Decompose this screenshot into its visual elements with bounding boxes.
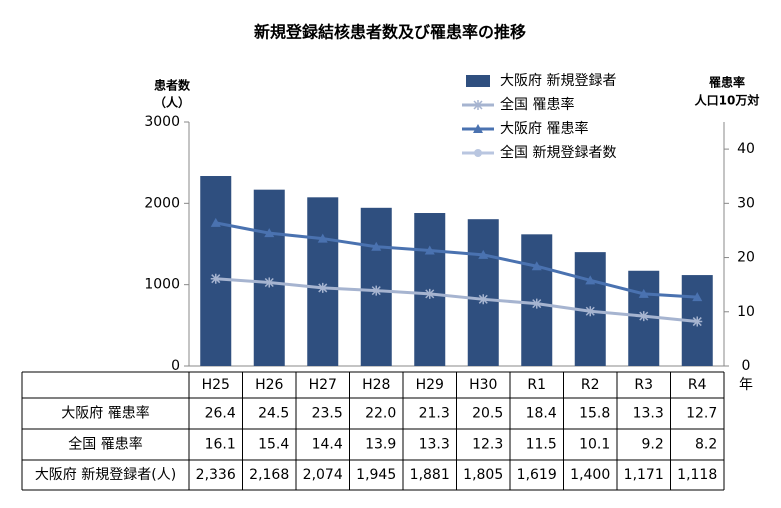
table-row-label: 大阪府 新規登録者(人): [35, 467, 176, 483]
table-cell: 1,619: [517, 467, 557, 483]
x-tick-label: H30: [469, 377, 497, 393]
table-row-label: 大阪府 罹患率: [61, 405, 149, 422]
table-cell: 13.3: [419, 437, 450, 453]
x-tick-label: H29: [416, 377, 444, 393]
y-axis-title: 患者数: [154, 78, 191, 93]
marker: [638, 288, 649, 298]
marker: [585, 306, 596, 317]
marker: [371, 241, 382, 251]
marker: [264, 277, 275, 288]
legend-label: 全国 罹患率: [500, 96, 574, 113]
table-cell: 26.4: [205, 406, 236, 422]
table-cell: 24.5: [258, 406, 289, 422]
legend-marker: [474, 149, 482, 157]
table-row-label: 全国 罹患率: [68, 436, 142, 453]
y-axis-title: （人）: [154, 95, 190, 110]
table-cell: 1,881: [410, 467, 450, 483]
table-cell: 8.2: [695, 437, 717, 453]
marker: [692, 292, 703, 302]
table-cell: 1,171: [624, 467, 664, 483]
x-unit: 年: [739, 377, 753, 393]
marker: [371, 285, 382, 296]
table-cell: 2,336: [196, 467, 236, 483]
x-tick-label: H26: [255, 377, 283, 393]
x-tick-label: H25: [202, 377, 230, 393]
x-tick-label: H28: [362, 377, 390, 393]
y2-tick-label: 10: [737, 304, 755, 320]
marker: [478, 249, 489, 259]
marker: [478, 294, 489, 305]
marker: [317, 233, 328, 243]
y-tick-label: 3000: [144, 114, 180, 130]
marker: [692, 316, 703, 327]
marker: [638, 311, 649, 322]
table-cell: 20.5: [472, 406, 503, 422]
x-tick-label: R3: [634, 377, 653, 393]
table-cell: 16.1: [205, 437, 236, 453]
table-cell: 2,074: [303, 467, 343, 483]
table-cell: 1,118: [677, 467, 717, 483]
marker: [531, 298, 542, 309]
line: [215, 277, 698, 324]
bar: [467, 219, 499, 366]
table-cell: 2,168: [249, 467, 289, 483]
table-cell: 1,805: [463, 467, 503, 483]
y2-axis-title: 人口10万対: [695, 93, 760, 108]
table-cell: 15.4: [258, 437, 289, 453]
table-cell: 21.3: [419, 406, 450, 422]
table-cell: 13.9: [365, 437, 396, 453]
x-tick-label: R4: [688, 377, 707, 393]
x-tick-label: H27: [309, 377, 337, 393]
legend-marker: [473, 100, 483, 110]
table-cell: 1,945: [356, 467, 396, 483]
table-cell: 10.1: [579, 437, 610, 453]
table-cell: 14.4: [312, 437, 343, 453]
marker: [424, 288, 435, 299]
line: [215, 221, 698, 299]
marker: [424, 245, 435, 255]
table-cell: 22.0: [365, 406, 396, 422]
marker: [210, 273, 221, 284]
y2-tick-label: 30: [737, 195, 755, 211]
legend-label: 大阪府 新規登録者: [500, 73, 616, 89]
marker: [585, 275, 596, 285]
bar: [307, 197, 339, 366]
table-cell: 1,400: [570, 467, 610, 483]
legend-label: 大阪府 罹患率: [500, 120, 588, 137]
x-tick-label: R2: [581, 377, 600, 393]
marker: [210, 217, 221, 227]
y-tick-label: 2000: [144, 195, 180, 211]
table-cell: 18.4: [526, 406, 557, 422]
table-cell: 23.5: [312, 406, 343, 422]
x-tick-label: R1: [527, 377, 546, 393]
legend-marker: [473, 124, 483, 133]
table-cell: 9.2: [641, 437, 663, 453]
table-cell: 15.8: [579, 406, 610, 422]
y2-tick-label: 20: [737, 250, 755, 266]
marker: [531, 261, 542, 271]
marker: [317, 282, 328, 293]
legend-label: 全国 新規登録者数: [500, 144, 616, 161]
y-tick-label: 1000: [144, 277, 180, 293]
table-cell: 13.3: [633, 406, 664, 422]
y2-axis-title: 罹患率: [709, 75, 745, 90]
bar: [200, 176, 232, 366]
y2-tick-label: 40: [737, 141, 755, 157]
y2-tick-label: 0: [742, 358, 751, 374]
legend-swatch: [466, 75, 490, 87]
chart-title: 新規登録結核患者数及び罹患率の推移: [254, 23, 526, 42]
table-cell: 11.5: [526, 437, 557, 453]
marker: [264, 228, 275, 238]
table-cell: 12.3: [472, 437, 503, 453]
y-tick-label: 0: [171, 358, 180, 374]
table-cell: 12.7: [686, 406, 717, 422]
